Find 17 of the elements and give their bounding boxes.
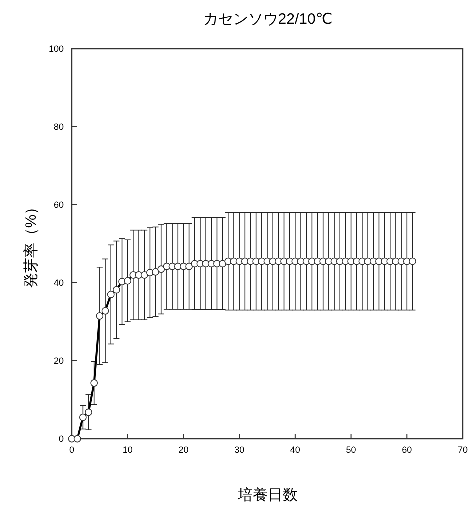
x-tick-label: 20 xyxy=(178,445,189,455)
chart-title: カセンソウ22/10℃ xyxy=(203,11,333,28)
y-axis-title: 発芽率（%） xyxy=(23,200,40,288)
x-tick-label: 40 xyxy=(290,445,300,455)
y-tick-label: 0 xyxy=(58,434,64,444)
x-tick-label: 10 xyxy=(122,445,133,455)
y-tick-label: 20 xyxy=(54,356,64,366)
y-tick-label: 40 xyxy=(54,278,64,288)
x-tick-label: 60 xyxy=(402,445,412,455)
x-tick-label: 50 xyxy=(346,445,356,455)
x-tick-label: 0 xyxy=(69,445,75,455)
y-tick-label: 80 xyxy=(54,122,64,132)
x-tick-label: 70 xyxy=(458,445,468,455)
x-axis-title: 培養日数 xyxy=(237,487,298,504)
x-tick-label: 30 xyxy=(234,445,245,455)
y-tick-label: 100 xyxy=(48,44,64,54)
y-tick-label: 60 xyxy=(54,200,64,210)
